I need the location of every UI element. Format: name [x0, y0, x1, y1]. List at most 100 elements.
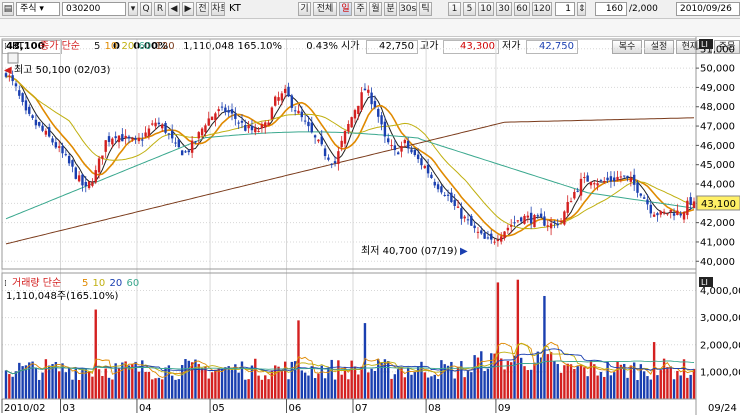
period-button-day[interactable]: 일 — [339, 2, 352, 16]
volume-bar — [606, 361, 609, 399]
interval-count-input[interactable]: 1 — [555, 2, 575, 16]
chart-type-button[interactable]: 차트 — [211, 2, 225, 16]
candle-body — [500, 236, 503, 242]
candle-body — [121, 134, 124, 142]
date-input[interactable]: 2010/09/26 — [676, 2, 740, 16]
candle-body — [134, 137, 137, 140]
chart-window-icon[interactable]: ▤ — [2, 2, 14, 16]
candle-body — [190, 140, 194, 153]
volume-bar — [240, 361, 244, 399]
candle-body — [177, 139, 181, 148]
volume-bar — [124, 361, 127, 399]
all-button[interactable]: 전 — [196, 2, 209, 16]
candle-body — [466, 219, 470, 221]
candle-body — [576, 190, 579, 192]
volume-bar — [503, 369, 506, 399]
grip-icon[interactable]: ⁞ — [4, 42, 7, 52]
candle-body — [380, 115, 383, 125]
volume-bar — [396, 369, 400, 399]
period-button-week[interactable]: 주 — [354, 2, 367, 16]
volume-bar — [74, 367, 77, 399]
stock-chart[interactable]: ⁞ KT 종가 단순 5 10 20 60 120 ◀ 최고 50,100 (02/03… — [0, 37, 740, 415]
candle-body — [363, 88, 367, 91]
candle-body — [523, 215, 526, 224]
volume-bar — [523, 366, 526, 399]
candle-body — [337, 151, 340, 165]
volume-grip-icon[interactable]: ⁞ — [4, 279, 7, 289]
search-icon[interactable]: Q — [140, 2, 152, 16]
period-button-base[interactable]: 기 — [298, 2, 311, 16]
volume-tick-label: 1,000,000 — [700, 367, 740, 378]
volume-bar — [137, 371, 141, 399]
candle-body — [307, 121, 310, 127]
candle-body — [87, 181, 91, 189]
candle-body — [34, 119, 38, 126]
bar-count-input[interactable]: 160 — [595, 2, 627, 16]
market-select[interactable]: 주식 ▾ — [16, 2, 60, 16]
candle-body — [287, 86, 290, 97]
candle-body — [81, 174, 84, 186]
period-button-minute[interactable]: 분 — [384, 2, 397, 16]
ma5-line — [5, 75, 695, 241]
volume-bar — [433, 374, 436, 399]
volume-bars — [4, 279, 696, 399]
price-tick-label: 47,000 — [700, 122, 735, 133]
interval-button-10[interactable]: 10 — [478, 2, 494, 16]
volume-bar — [34, 368, 38, 399]
next-button[interactable]: ▶ — [182, 2, 194, 16]
candle-body — [686, 200, 689, 216]
volume-bar — [672, 379, 676, 399]
period-button-month[interactable]: 월 — [369, 2, 382, 16]
interval-button-5[interactable]: 5 — [463, 2, 476, 16]
volume-bar — [147, 371, 151, 399]
settings-button[interactable]: 설정 — [644, 40, 674, 54]
period-button-tick[interactable]: 틱 — [419, 2, 432, 16]
candle-body — [463, 216, 466, 219]
interval-button-60[interactable]: 60 — [514, 2, 530, 16]
period-button-30s[interactable]: 30s — [399, 2, 417, 16]
interval-button-30[interactable]: 30 — [496, 2, 512, 16]
panel-toggle-icon[interactable] — [7, 52, 19, 64]
multi-button[interactable]: 복수 — [612, 40, 642, 54]
candle-body — [254, 128, 257, 133]
volume-axis-icon[interactable] — [699, 277, 713, 287]
candle-body — [453, 200, 456, 206]
volume-bar — [676, 370, 679, 399]
volume-bar — [463, 377, 466, 399]
candle-body — [104, 140, 107, 152]
candle-body — [573, 191, 576, 199]
volume-bar — [104, 368, 107, 399]
code-dropdown-icon[interactable]: ▾ — [128, 2, 138, 16]
stock-code-input[interactable]: 030200 — [62, 2, 126, 16]
candle-body — [533, 215, 536, 228]
refresh-button[interactable]: R — [154, 2, 166, 16]
candle-body — [270, 107, 274, 120]
candle-body — [41, 125, 44, 131]
volume-bar — [207, 378, 210, 399]
stock-name: KT — [229, 3, 241, 14]
candle-body — [353, 110, 357, 119]
interval-button-120[interactable]: 120 — [532, 2, 552, 16]
volume-bar — [483, 371, 486, 399]
volume-bar — [420, 361, 423, 399]
volume-bar — [642, 371, 646, 399]
candle-body — [204, 125, 207, 133]
volume-bar — [410, 374, 413, 399]
period-button-all[interactable]: 전체 — [313, 2, 337, 16]
candle-body — [290, 95, 294, 108]
candle-body — [14, 83, 18, 87]
candle-body — [423, 165, 426, 169]
volume-bar — [629, 365, 633, 399]
volume-bar — [639, 364, 643, 399]
interval-button-1[interactable]: 1 — [448, 2, 461, 16]
volume-bar — [619, 364, 623, 399]
candle-body — [430, 174, 433, 178]
candle-body — [18, 90, 21, 96]
interval-stepper[interactable]: ⇕ — [577, 2, 586, 16]
prev-button[interactable]: ◀ — [168, 2, 180, 16]
candle-body — [330, 163, 333, 165]
candle-body — [67, 155, 71, 164]
volume-bar — [476, 357, 480, 399]
low-label: 저가 — [502, 41, 521, 52]
price-axis-icon[interactable] — [699, 39, 713, 49]
